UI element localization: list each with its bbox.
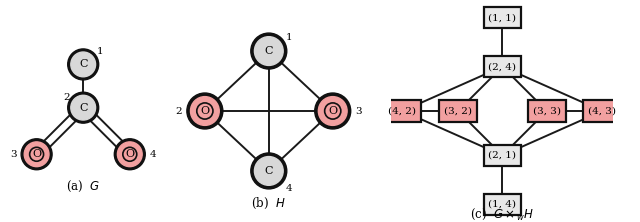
- FancyBboxPatch shape: [383, 100, 421, 122]
- Text: 4: 4: [150, 150, 156, 159]
- Circle shape: [318, 97, 347, 125]
- Text: 1: 1: [285, 33, 292, 42]
- FancyBboxPatch shape: [584, 100, 621, 122]
- Text: 3: 3: [355, 107, 362, 115]
- FancyBboxPatch shape: [484, 56, 521, 77]
- Circle shape: [255, 37, 283, 65]
- FancyBboxPatch shape: [528, 100, 566, 122]
- Circle shape: [68, 92, 99, 123]
- Circle shape: [68, 49, 99, 80]
- Text: (1, 4): (1, 4): [488, 200, 516, 209]
- FancyBboxPatch shape: [484, 7, 521, 28]
- Circle shape: [315, 93, 351, 129]
- Text: O: O: [32, 149, 41, 159]
- Text: (3, 3): (3, 3): [533, 107, 561, 115]
- Circle shape: [251, 153, 287, 189]
- Circle shape: [187, 93, 223, 129]
- Circle shape: [117, 142, 142, 167]
- Text: (4, 3): (4, 3): [588, 107, 616, 115]
- Text: (4, 2): (4, 2): [388, 107, 417, 115]
- Text: C: C: [79, 59, 88, 69]
- Text: (3, 2): (3, 2): [444, 107, 472, 115]
- Circle shape: [21, 139, 52, 170]
- Circle shape: [24, 142, 49, 167]
- Text: (c)  $G \times_w H$: (c) $G \times_w H$: [470, 207, 534, 222]
- Circle shape: [191, 97, 220, 125]
- Text: 1: 1: [97, 47, 103, 56]
- Text: 4: 4: [285, 184, 292, 193]
- Text: O: O: [125, 149, 134, 159]
- Text: C: C: [264, 166, 273, 176]
- Text: 2: 2: [175, 107, 182, 115]
- Circle shape: [251, 33, 287, 69]
- Circle shape: [71, 52, 95, 77]
- Text: (2, 4): (2, 4): [488, 62, 516, 71]
- FancyBboxPatch shape: [484, 194, 521, 215]
- Text: C: C: [264, 46, 273, 56]
- Circle shape: [71, 95, 95, 120]
- FancyBboxPatch shape: [484, 145, 521, 166]
- Circle shape: [255, 157, 283, 185]
- FancyBboxPatch shape: [439, 100, 477, 122]
- Circle shape: [115, 139, 145, 170]
- Text: 3: 3: [10, 150, 17, 159]
- Text: (a)  $G$: (a) $G$: [66, 179, 100, 194]
- Text: (b)  $H$: (b) $H$: [252, 196, 286, 211]
- Text: (1, 1): (1, 1): [488, 13, 516, 22]
- Text: O: O: [328, 106, 337, 116]
- Text: 2: 2: [63, 93, 70, 102]
- Text: C: C: [79, 103, 88, 113]
- Text: (2, 1): (2, 1): [488, 151, 516, 160]
- Text: O: O: [200, 106, 209, 116]
